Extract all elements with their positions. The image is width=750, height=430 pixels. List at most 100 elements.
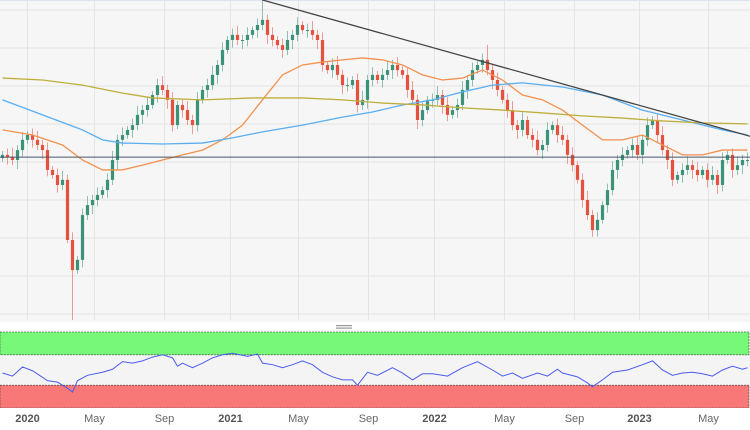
candle-up (210, 74, 215, 86)
candle-up (475, 64, 480, 71)
candle-down (500, 89, 505, 100)
candle-up (305, 30, 310, 32)
candle-up (140, 110, 145, 115)
candle-down (335, 64, 340, 75)
candle-up (675, 175, 680, 180)
drag-handle-icon (336, 327, 352, 329)
candle-up (25, 135, 30, 140)
candle-down (510, 110, 515, 126)
candle-up (260, 19, 265, 25)
candle-up (680, 169, 685, 176)
candle-up (385, 70, 390, 75)
candle-down (160, 85, 165, 90)
candle-up (470, 70, 475, 80)
candle-up (245, 34, 250, 40)
oversold-zone (0, 384, 750, 409)
grid (0, 0, 750, 320)
x-axis: 2020 May Sep 2021 May Sep 2022 May Sep 2023 May (15, 413, 719, 425)
x-tick-label: May (698, 413, 719, 425)
candle-up (450, 110, 455, 115)
pane-divider[interactable] (0, 322, 750, 330)
candle-up (75, 259, 80, 271)
candle-up (330, 64, 335, 71)
candle-down (730, 154, 735, 170)
x-tick-label: 2022 (422, 413, 446, 425)
candle-up (135, 114, 140, 126)
candle-down (635, 144, 640, 155)
candle-down (535, 139, 540, 151)
candle-down (660, 135, 665, 151)
candle-up (650, 120, 655, 126)
candle-down (505, 99, 510, 111)
candle-up (155, 85, 160, 96)
candle-up (625, 150, 630, 155)
candle-down (690, 165, 695, 170)
candle-up (745, 160, 750, 161)
candle-down (570, 154, 575, 166)
candle-down (265, 19, 270, 35)
pane-divider-bar (0, 322, 750, 330)
candle-up (465, 80, 470, 90)
candle-up (225, 40, 230, 50)
candle-up (520, 120, 525, 130)
candle-down (315, 34, 320, 40)
candle-up (700, 169, 705, 176)
candle-up (390, 64, 395, 71)
candle-down (560, 135, 565, 140)
x-tick-label: Sep (565, 413, 585, 425)
candle-up (640, 139, 645, 155)
candle-up (545, 129, 550, 145)
candle-up (610, 169, 615, 191)
candle-down (405, 74, 410, 90)
candle-down (440, 95, 445, 105)
candle-down (485, 59, 490, 71)
candle-down (585, 200, 590, 216)
candle-down (670, 160, 675, 180)
candle-down (400, 70, 405, 75)
candle-down (310, 30, 315, 35)
candle-down (705, 169, 710, 180)
candle-down (325, 64, 330, 71)
candle-up (200, 89, 205, 100)
candle-up (60, 179, 65, 185)
candle-up (630, 144, 635, 151)
overbought-zone (0, 331, 750, 356)
x-tick-label: May (494, 413, 515, 425)
candle-up (480, 59, 485, 65)
candle-up (240, 40, 245, 41)
candle-up (125, 129, 130, 136)
candle-down (70, 240, 75, 271)
candle-up (540, 144, 545, 151)
candle-up (230, 34, 235, 40)
candle-up (615, 160, 620, 170)
candle-up (365, 80, 370, 100)
candle-down (375, 74, 380, 80)
candle-down (555, 125, 560, 136)
candle-up (735, 165, 740, 170)
candle-up (15, 150, 20, 160)
sma-fast-line (2, 57, 748, 171)
candle-up (0, 154, 5, 159)
candle-down (165, 89, 170, 100)
candle-up (100, 190, 105, 195)
candle-up (605, 190, 610, 206)
candle-up (720, 160, 725, 185)
candle-up (95, 194, 100, 200)
candle-down (445, 104, 450, 115)
candle-down (40, 144, 45, 151)
candle-up (85, 205, 90, 216)
candle-up (595, 219, 600, 231)
candle-down (30, 135, 35, 140)
candle-up (215, 64, 220, 75)
candle-up (105, 179, 110, 191)
candle-down (515, 125, 520, 130)
rsi-line (2, 352, 748, 393)
x-tick-label: 2020 (15, 413, 39, 425)
candle-down (715, 175, 720, 185)
axis-background (0, 408, 750, 430)
candle-up (195, 99, 200, 126)
candle-down (525, 120, 530, 136)
candle-down (10, 156, 15, 160)
